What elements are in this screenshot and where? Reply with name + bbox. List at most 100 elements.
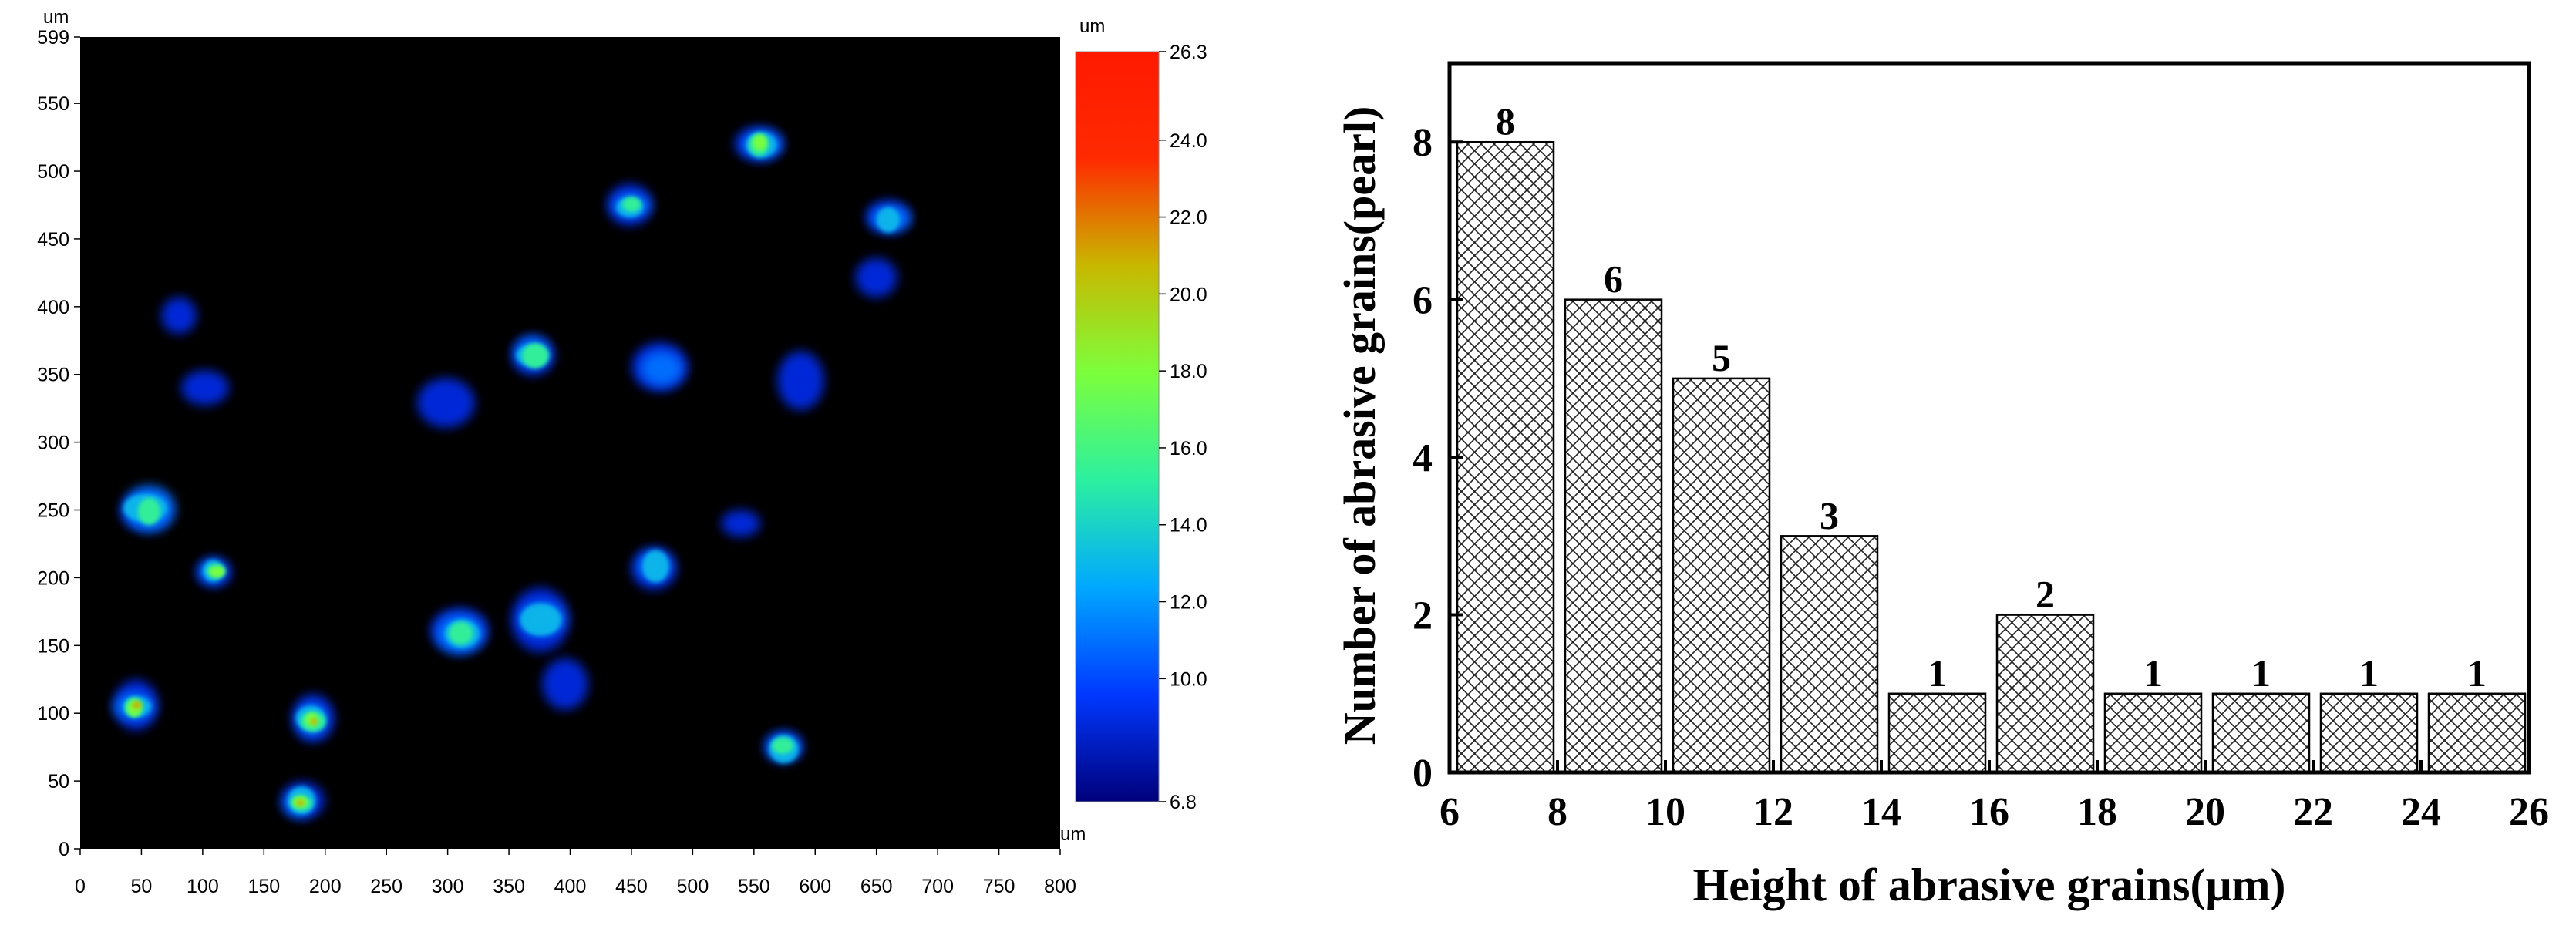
- y-tick-label: 550: [37, 93, 69, 115]
- colorbar-tick-label: 24.0: [1170, 130, 1207, 152]
- grain-level: [855, 257, 897, 298]
- histogram-x-axis: 6 8 10 12 14 16 18 20 22 24 26: [1440, 760, 2549, 834]
- grain-level: [180, 370, 229, 405]
- grain-level: [876, 207, 901, 233]
- histogram-bars: [1456, 140, 2527, 774]
- x-tick-label: 0: [75, 876, 86, 897]
- colorbar-tick-label: 22.0: [1170, 207, 1207, 229]
- bar-data-label: 1: [1928, 651, 1947, 695]
- x-tick-label: 14: [1861, 790, 1901, 834]
- colorbar-top-unit: um: [1079, 16, 1105, 37]
- y-tick-label: 4: [1413, 436, 1433, 480]
- grain-level: [721, 510, 760, 537]
- y-tick-label: 150: [37, 635, 69, 657]
- grain: [113, 679, 158, 730]
- x-tick-label: 800: [1044, 876, 1076, 897]
- grain-level: [772, 737, 794, 754]
- x-tick-label: 16: [1969, 790, 2009, 834]
- heatmap-area: [80, 37, 1060, 849]
- bar-data-label: 1: [2143, 651, 2163, 695]
- colorbar-tick-label: 26.3: [1170, 42, 1207, 63]
- x-tick-label: 400: [554, 876, 587, 897]
- histogram-y-axis: 0 2 4 6 8: [1413, 121, 1463, 796]
- colorbar: [1075, 51, 1160, 802]
- grain: [735, 126, 783, 161]
- bar: [2319, 692, 2419, 774]
- y-tick-label: 250: [37, 500, 69, 522]
- grain-level: [132, 701, 142, 709]
- x-tick-label: 18: [2077, 790, 2117, 834]
- bar: [1672, 377, 1771, 774]
- grain: [866, 200, 911, 234]
- grain-level: [642, 550, 669, 583]
- colorbar-tick-label: 20.0: [1170, 284, 1207, 305]
- bar-data-label: 1: [2251, 651, 2271, 695]
- heatmap-y-unit: um: [43, 7, 69, 28]
- heatmap-grains: [113, 126, 911, 819]
- x-tick-label: 750: [983, 876, 1015, 897]
- bar: [2211, 692, 2311, 774]
- colorbar-tick-label: 10.0: [1170, 668, 1207, 690]
- x-tick-label: 250: [370, 876, 402, 897]
- grain: [292, 694, 335, 742]
- grain: [512, 336, 554, 375]
- heatmap-x-axis: 0 50 100 150 200 250 300 350 400 450 500 550 600 650 7…: [75, 849, 1076, 897]
- x-tick-label: 450: [615, 876, 648, 897]
- y-axis-title: Number of abrasive grains(pearl): [1335, 106, 1385, 745]
- x-tick-label: 200: [309, 876, 342, 897]
- x-tick-label: 22: [2293, 790, 2333, 834]
- colorbar-tick-label: 12.0: [1170, 592, 1207, 614]
- y-tick-label: 50: [48, 771, 69, 792]
- x-tick-label: 600: [799, 876, 831, 897]
- bar: [1780, 535, 1879, 774]
- grain: [416, 378, 475, 428]
- grain: [180, 370, 229, 405]
- x-tick-label: 26: [2509, 790, 2549, 834]
- grain-level: [542, 658, 588, 710]
- x-tick-label: 20: [2185, 790, 2225, 834]
- grain: [607, 183, 652, 226]
- histogram-data-labels: 8 6 5 3 1 2 1 1 1 1: [1496, 99, 2487, 695]
- colorbar-tick-label: 18.0: [1170, 361, 1207, 382]
- x-axis-title: Height of abrasive grains(μm): [1693, 860, 2286, 910]
- bar-data-label: 6: [1604, 257, 1623, 301]
- grain: [721, 510, 760, 537]
- grain-level: [209, 566, 224, 578]
- grain-level: [449, 621, 473, 645]
- bar: [1564, 298, 1663, 774]
- colorbar-tick-label: 6.8: [1170, 792, 1197, 813]
- y-tick-label: 350: [37, 365, 69, 386]
- grain: [777, 351, 824, 410]
- x-tick-label: 150: [247, 876, 280, 897]
- y-tick-label: 450: [37, 229, 69, 251]
- bar-data-label: 3: [1820, 493, 1839, 537]
- bar: [1456, 140, 1555, 774]
- grain-level: [753, 134, 767, 151]
- grain-level: [310, 718, 318, 725]
- grain-level: [416, 378, 475, 428]
- y-tick-label: 0: [59, 839, 69, 860]
- y-tick-label: 2: [1413, 594, 1433, 638]
- grain-level: [522, 343, 549, 368]
- grain: [542, 658, 588, 710]
- colorbar-tick-label: 16.0: [1170, 438, 1207, 459]
- x-tick-label: 12: [1753, 790, 1793, 834]
- grain: [631, 547, 677, 590]
- y-tick-label: 599: [37, 27, 69, 49]
- x-tick-label: 6: [1440, 790, 1460, 834]
- y-tick-label: 200: [37, 567, 69, 589]
- grain: [511, 587, 569, 652]
- grain-level: [137, 498, 160, 525]
- grain-level: [161, 297, 197, 334]
- bar: [1887, 692, 1987, 774]
- colorbar-ticks: 26.3 24.0 22.0 20.0 18.0 16.0 14.0 12.0 10.0 6.8: [1159, 42, 1207, 813]
- x-tick-label: 550: [738, 876, 770, 897]
- y-tick-label: 400: [37, 297, 69, 318]
- grain-level: [622, 197, 641, 212]
- colorbar-bottom-unit: um: [1060, 824, 1086, 845]
- x-tick-label: 650: [860, 876, 893, 897]
- y-tick-label: 0: [1413, 752, 1433, 796]
- x-tick-label: 8: [1547, 790, 1567, 834]
- grain: [197, 557, 231, 587]
